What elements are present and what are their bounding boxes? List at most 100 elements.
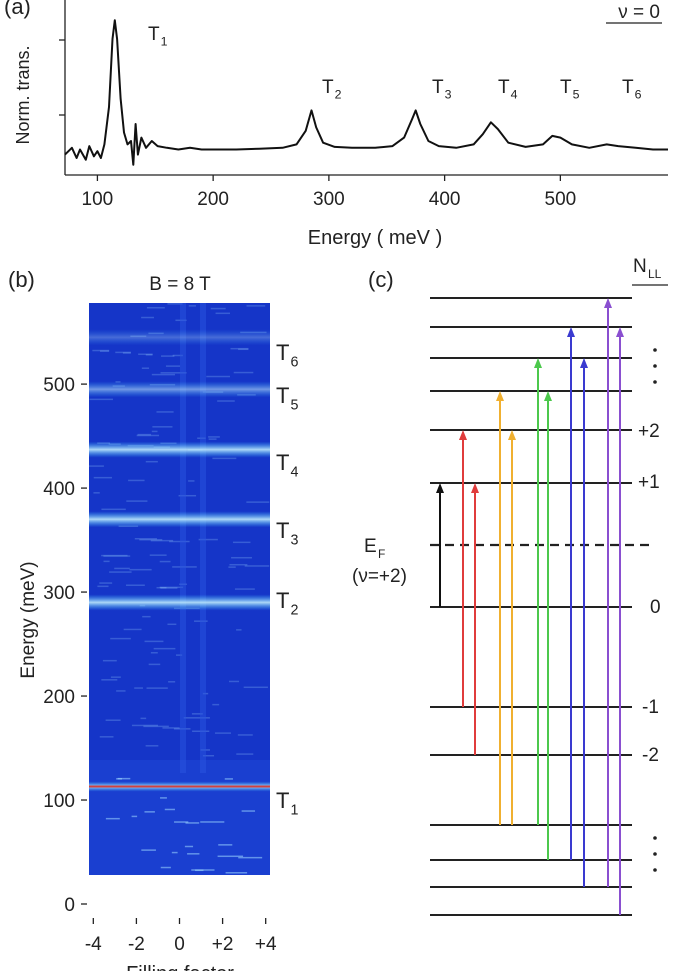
heatmap-texture — [115, 351, 131, 354]
heatmap-texture — [187, 853, 200, 855]
heatmap-texture — [146, 307, 165, 309]
heatmap-texture — [206, 375, 231, 378]
heatmap-texture — [169, 540, 190, 543]
peak-label-sub: 5 — [573, 88, 580, 102]
ellipsis-dot — [653, 348, 657, 352]
spectrum-line — [64, 19, 668, 166]
heatmap-texture — [159, 560, 171, 563]
heatmap-texture — [228, 566, 236, 568]
ellipsis-dot — [653, 852, 657, 856]
fermi-label: E — [364, 536, 377, 557]
heatmap-texture — [131, 724, 158, 727]
band-label-sub: 5 — [290, 398, 298, 414]
heatmap-texture — [105, 719, 121, 721]
peak-label-sub: 4 — [511, 88, 518, 102]
heatmap-texture — [141, 316, 154, 319]
y-tick-label: 200 — [43, 687, 75, 708]
heatmap-texture — [200, 303, 206, 773]
heatmap-texture — [241, 810, 256, 812]
heatmap-texture — [236, 629, 242, 631]
heatmap-texture — [105, 817, 120, 820]
heatmap-texture — [110, 637, 131, 640]
heatmap-texture — [116, 690, 126, 692]
heatmap-texture — [168, 681, 176, 683]
heatmap-texture — [167, 623, 177, 626]
heatmap-texture — [162, 727, 180, 729]
heatmap-texture — [103, 555, 131, 557]
fermi-label-sub: F — [378, 547, 385, 561]
heatmap-texture — [101, 508, 126, 511]
heatmap-texture — [97, 585, 109, 588]
peak-label: T — [560, 77, 572, 98]
ellipsis-dot — [653, 868, 657, 872]
arrow-head — [436, 483, 444, 493]
heatmap-texture — [195, 869, 204, 872]
arrow-head — [508, 430, 516, 440]
heatmap-texture — [138, 353, 153, 355]
heatmap-texture — [208, 436, 220, 438]
heatmap-texture — [191, 713, 203, 715]
heatmap-texture — [134, 687, 143, 689]
heatmap-texture — [109, 571, 132, 573]
heatmap-texture — [142, 615, 151, 618]
heatmap-texture — [150, 539, 174, 542]
heatmap-texture — [232, 541, 251, 544]
peak-label-sub: 1 — [161, 35, 168, 49]
heatmap-texture — [234, 588, 255, 590]
heatmap-texture — [178, 494, 197, 497]
heatmap-texture — [144, 811, 155, 813]
heatmap-texture — [171, 851, 178, 854]
heatmap-texture — [151, 373, 176, 376]
heatmap-texture — [160, 866, 171, 869]
heatmap-texture — [161, 355, 175, 357]
heatmap-texture — [156, 586, 167, 589]
heatmap-texture — [145, 745, 159, 747]
heatmap-texture — [165, 365, 181, 367]
peak-label: T — [622, 77, 634, 98]
heatmap-texture — [200, 821, 225, 823]
heatmap-texture — [150, 652, 158, 654]
heatmap-texture — [160, 372, 187, 374]
heatmap-texture — [145, 460, 158, 463]
heatmap-texture — [148, 663, 161, 666]
heatmap-texture — [164, 808, 175, 811]
level-diagram: (c) N LL E F (ν=+2) +2 +1 0 -1 -2 — [352, 256, 668, 916]
y-tick-label: 100 — [43, 791, 75, 812]
heatmap-texture — [243, 686, 268, 689]
arrow-head — [496, 391, 504, 401]
heatmap-texture — [100, 350, 110, 352]
heatmap-texture — [217, 855, 244, 858]
peak-label: T — [322, 77, 334, 98]
level-label: -2 — [642, 745, 659, 766]
heatmap-texture — [172, 354, 183, 357]
heatmap-texture — [117, 777, 131, 780]
heatmap-texture — [129, 568, 152, 571]
heatmap-texture — [229, 680, 240, 683]
band-label-sub: 6 — [290, 355, 298, 371]
heatmap-texture — [126, 500, 148, 502]
heatmap-texture — [93, 476, 112, 479]
heatmap-texture — [174, 821, 189, 823]
band-label: T — [276, 450, 289, 475]
level-label: 0 — [650, 597, 661, 618]
heatmap-texture — [122, 352, 131, 354]
filling-label: (ν=+2) — [352, 566, 407, 587]
x-tick-label: 300 — [313, 189, 345, 210]
x-tick-label: +4 — [255, 934, 277, 955]
arrow-head — [471, 483, 479, 493]
peak-label-sub: 6 — [635, 88, 642, 102]
peak-label-sub: 2 — [335, 88, 342, 102]
heatmap-texture — [89, 465, 104, 467]
band-label-sub: 2 — [290, 603, 298, 619]
heatmap-texture — [188, 305, 196, 307]
heatmap-texture — [146, 687, 168, 689]
heatmap-texture — [140, 717, 147, 720]
x-tick-label: -2 — [128, 934, 145, 955]
peak-label: T — [498, 77, 510, 98]
heatmap-texture — [151, 430, 158, 433]
heatmap-texture — [246, 305, 266, 307]
heatmap-texture — [141, 367, 150, 369]
heatmap-texture — [230, 347, 249, 350]
heatmap-texture — [101, 679, 118, 681]
